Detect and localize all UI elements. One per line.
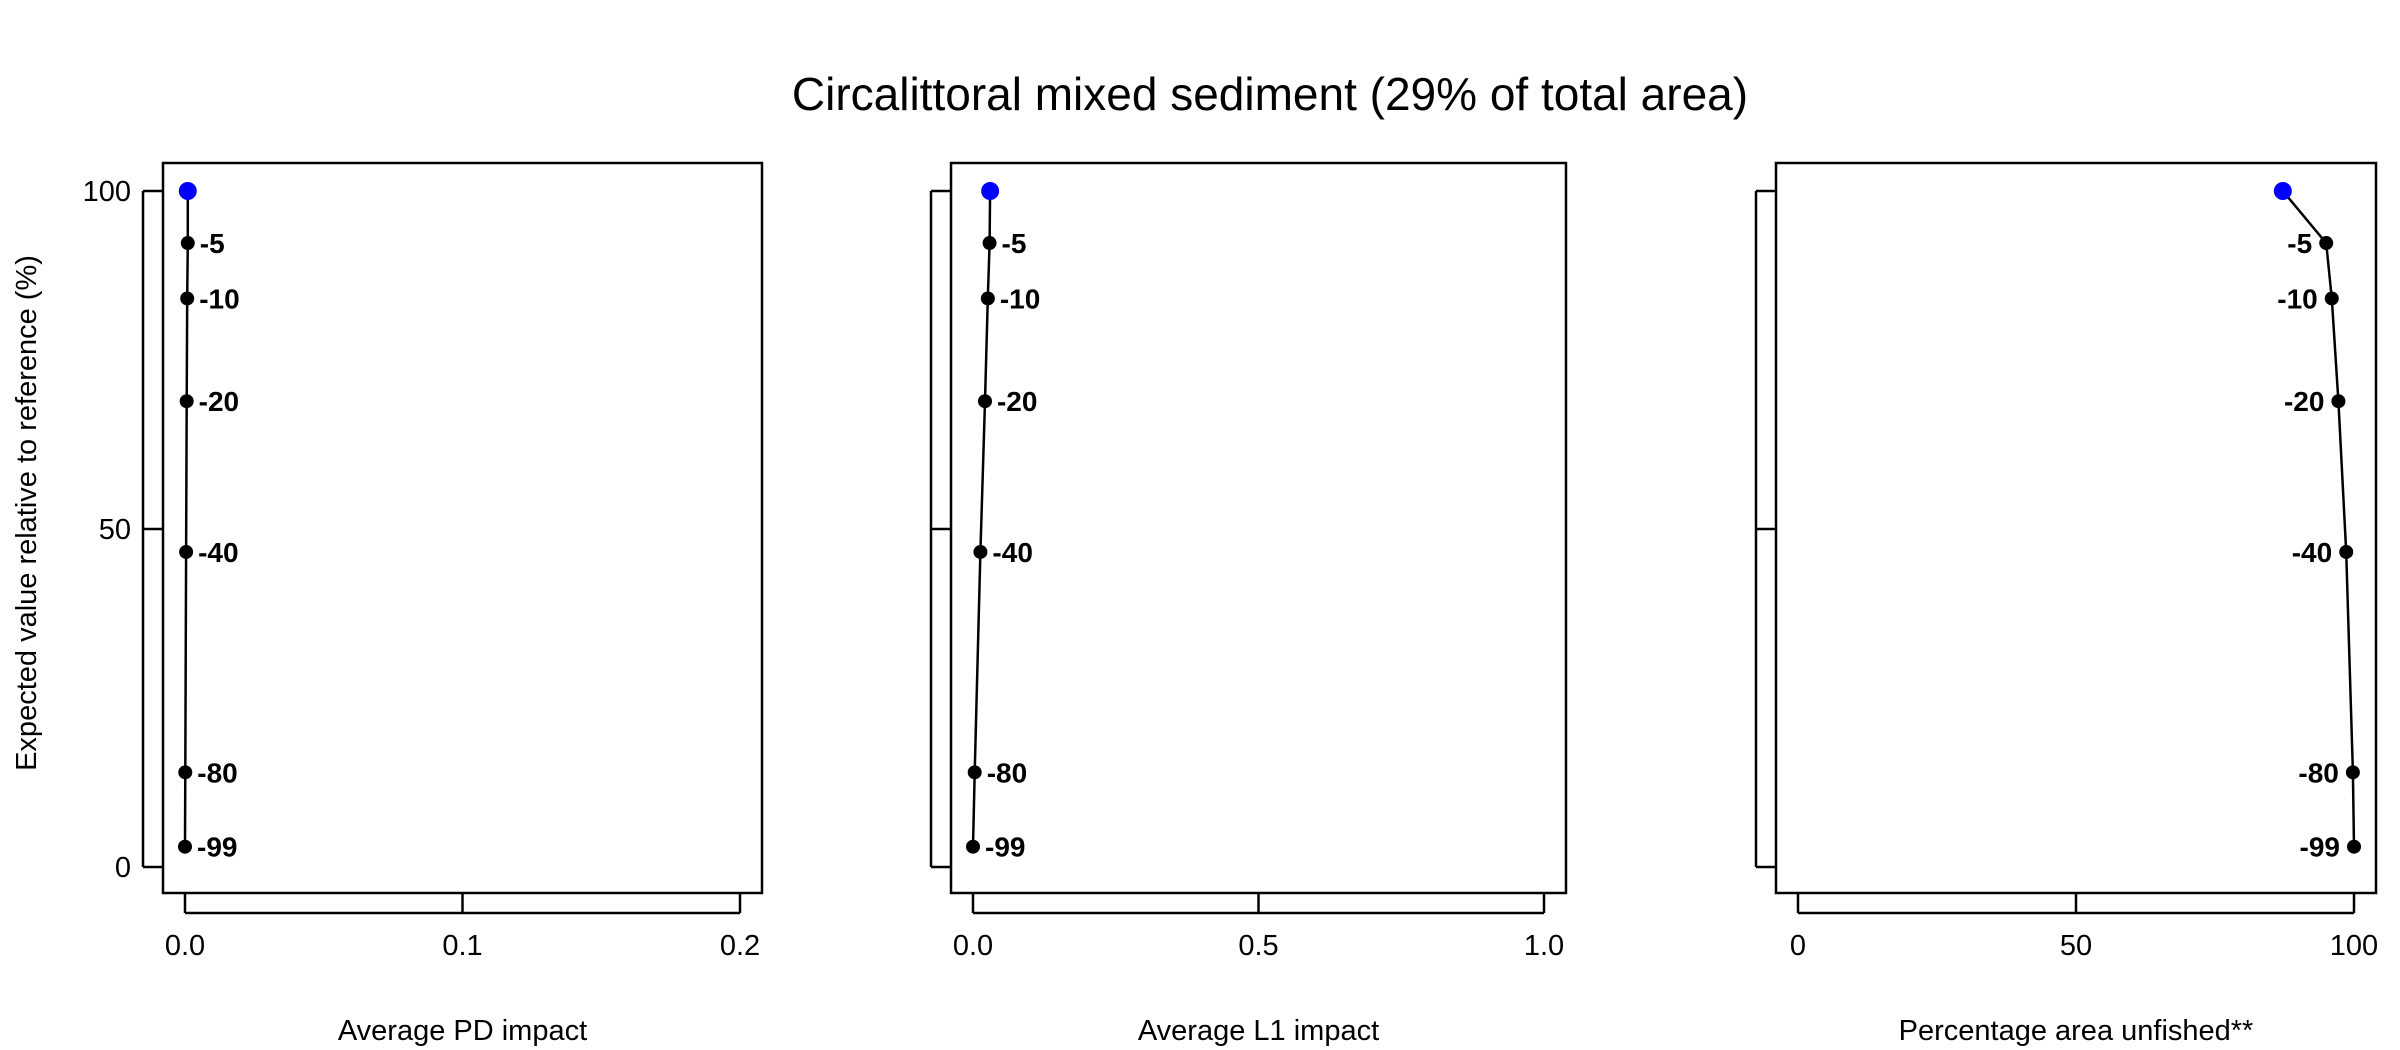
x-axis-label: Percentage area unfished**	[1899, 1015, 2254, 1047]
data-point	[178, 839, 192, 854]
x-tick-label: 0.2	[720, 930, 760, 962]
data-point	[973, 544, 988, 559]
data-point	[2324, 291, 2339, 306]
x-tick-label: 1.0	[1524, 930, 1564, 962]
data-label: -99	[2300, 832, 2340, 863]
series-line	[971, 190, 992, 847]
data-label: -5	[200, 228, 225, 259]
data-point	[2339, 544, 2354, 559]
data-label: -99	[985, 832, 1025, 863]
y-axis-label: Expected value relative to reference (%)	[11, 255, 43, 771]
data-label: -40	[198, 537, 238, 568]
data-point	[2345, 765, 2360, 780]
data-label: -10	[199, 283, 239, 314]
data-label: -20	[997, 386, 1037, 417]
chart-title: Circalittoral mixed sediment (29% of tot…	[792, 68, 1748, 120]
data-label: -80	[197, 757, 237, 788]
data-point	[982, 236, 997, 251]
data-label: -10	[1000, 283, 1040, 314]
plot-frame	[161, 161, 764, 895]
x-tick-label: 0.1	[442, 930, 482, 962]
y-tick-label: 0	[115, 852, 131, 884]
data-label: -40	[992, 537, 1032, 568]
data-point	[179, 544, 194, 559]
panel-3: 0 50 100 Percentage area unfished** -5 -10 -20…	[1754, 161, 2378, 1047]
data-label: -40	[2292, 537, 2332, 568]
data-label: -10	[2277, 283, 2317, 314]
data-label: -80	[987, 757, 1027, 788]
data-point	[967, 765, 982, 780]
x-tick-label: 0.5	[1238, 930, 1278, 962]
x-axis-label: Average PD impact	[338, 1015, 587, 1047]
data-label: -20	[2284, 386, 2324, 417]
x-axis-label: Average L1 impact	[1138, 1015, 1379, 1047]
data-point	[2347, 839, 2361, 854]
data-point	[966, 839, 980, 854]
data-point	[977, 394, 992, 409]
x-tick-label: 100	[2330, 930, 2378, 962]
reference-point	[2273, 182, 2292, 200]
plot-frame	[1774, 161, 2378, 895]
data-point	[179, 394, 194, 409]
y-tick-label: 50	[99, 514, 131, 546]
x-tick-label: 0	[1790, 930, 1806, 962]
panels: 0.0 0.1 0.2 0 50 100 Average PD impact -5 -10 -20…	[83, 161, 2378, 1047]
data-label: -99	[197, 832, 237, 863]
y-tick-label: 100	[83, 176, 131, 208]
x-tick-label: 0.0	[165, 930, 205, 962]
reference-point	[178, 182, 197, 200]
data-point	[980, 291, 995, 306]
x-tick-label: 50	[2060, 930, 2092, 962]
reference-point	[981, 182, 1000, 200]
data-point	[2331, 394, 2346, 409]
data-point	[2319, 236, 2334, 251]
panel-2: 0.0 0.5 1.0 Average L1 impact -5 -10 -20 -40 -80…	[929, 161, 1568, 1047]
data-label: -5	[1002, 228, 1027, 259]
series-line	[183, 191, 190, 847]
x-tick-label: 0.0	[953, 930, 993, 962]
data-label: -20	[199, 386, 239, 417]
data-point	[178, 765, 193, 780]
panel-1: 0.0 0.1 0.2 0 50 100 Average PD impact -5 -10 -20…	[83, 161, 764, 1047]
data-label: -5	[2287, 228, 2312, 259]
plot-frame	[949, 161, 1568, 895]
data-label: -80	[2298, 757, 2338, 788]
data-point	[180, 291, 195, 306]
data-point	[180, 236, 195, 251]
